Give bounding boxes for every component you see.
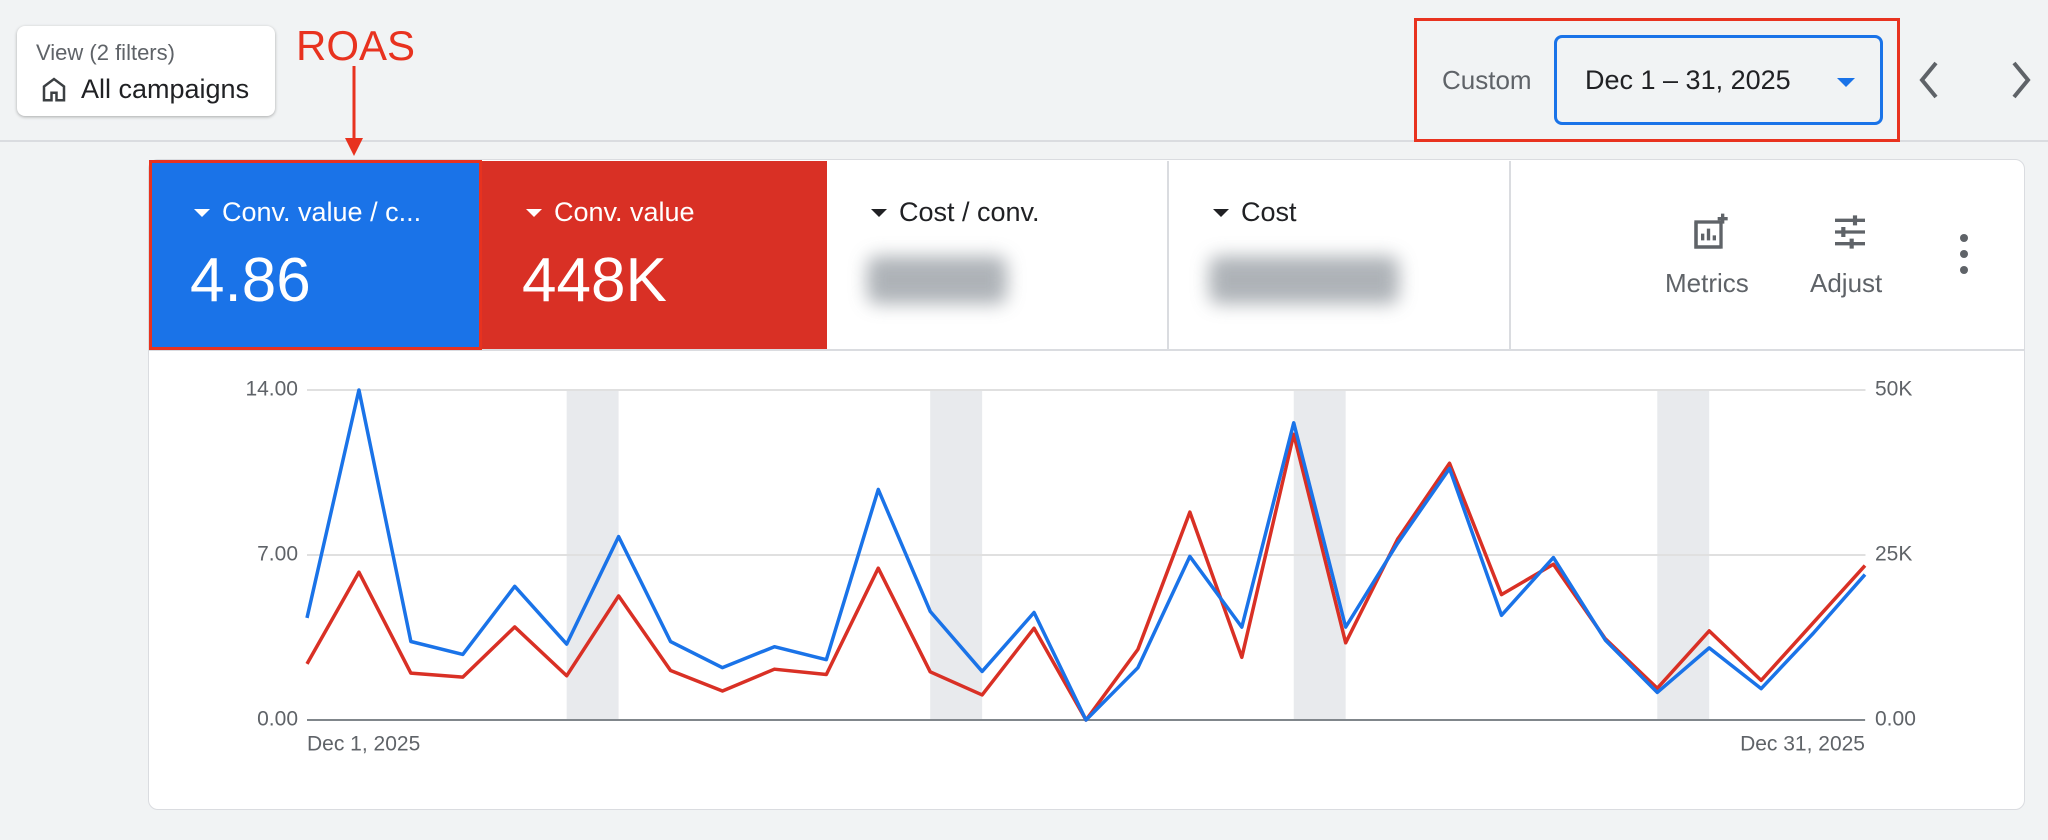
adjust-button[interactable]: Adjust (1800, 212, 1900, 302)
y2-tick-label: 0.00 (1875, 708, 1916, 731)
annotation-label: ROAS (296, 22, 416, 69)
view-value: All campaigns (81, 74, 250, 104)
scorecard-label: Cost / conv. (899, 197, 1040, 227)
series-line (305, 388, 1867, 722)
scorecard-value: 448K (522, 246, 667, 315)
scorecard-arrow (1213, 209, 1229, 217)
y-tick-label: 7.00 (257, 543, 298, 566)
scorecard-divider (149, 349, 2025, 351)
y2-tick-label: 50K (1875, 378, 1912, 401)
date-dropdown[interactable]: Dec 1 – 31, 2025 (1554, 35, 1883, 125)
view-selector[interactable]: View (2 filters) All campaigns (17, 26, 275, 116)
annotation-arrow (345, 66, 363, 156)
more-button[interactable] (1954, 232, 1974, 276)
metrics-label: Metrics (1665, 268, 1749, 298)
top-divider (0, 140, 2048, 142)
metrics-icon (1694, 213, 1728, 249)
blurred-value (1209, 256, 1399, 304)
series-line (305, 432, 1867, 722)
metrics-button[interactable]: Metrics (1655, 212, 1767, 302)
adjust-icon (1835, 215, 1865, 249)
date-highlight (1414, 18, 1900, 142)
home-icon (42, 77, 66, 102)
y2-tick-label: 25K (1875, 543, 1912, 566)
scorecard-arrow (526, 209, 542, 217)
scorecard[interactable]: Cost / conv. (827, 161, 1169, 350)
scorecard-label: Cost (1241, 197, 1297, 227)
scorecard-arrow (194, 209, 210, 217)
blurred-value (867, 256, 1007, 304)
adjust-label: Adjust (1810, 268, 1883, 298)
dropdown-arrow (1837, 78, 1855, 87)
next-button[interactable] (2000, 55, 2040, 105)
prev-button[interactable] (1910, 55, 1950, 105)
scorecard[interactable]: Cost (1169, 161, 1511, 350)
scorecard-label: Conv. value / c... (222, 197, 422, 227)
scorecard-label: Conv. value (554, 197, 695, 227)
scorecard[interactable]: Conv. value 448K (482, 161, 827, 350)
scorecard-arrow (871, 209, 887, 217)
scorecard[interactable]: Conv. value / c... 4.86 (150, 161, 482, 350)
scorecard-value: 4.86 (190, 246, 311, 315)
x-tick-label: Dec 1, 2025 (307, 733, 420, 756)
y-tick-label: 0.00 (257, 708, 298, 731)
view-label: View (2 filters) (36, 40, 175, 65)
x-tick-label: Dec 31, 2025 (1740, 733, 1865, 756)
y-tick-label: 14.00 (245, 378, 298, 401)
date-range: Dec 1 – 31, 2025 (1585, 65, 1791, 95)
date-mode: Custom (1442, 65, 1532, 95)
roas-highlight (149, 160, 482, 350)
